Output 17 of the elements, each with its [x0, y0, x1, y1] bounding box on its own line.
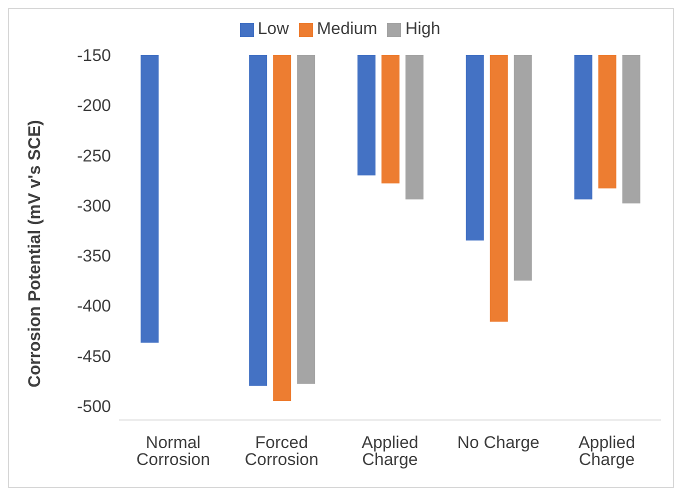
legend-label: High — [405, 19, 440, 38]
legend-label: Low — [258, 19, 289, 38]
x-tick-label: Applied Charge — [362, 433, 418, 470]
x-tick-label: Normal Corrosion — [136, 433, 210, 470]
y-tick-label: -250 — [76, 146, 111, 166]
y-tick-label: -350 — [76, 246, 111, 266]
y-tick-label: -300 — [76, 196, 111, 216]
y-tick-label: -200 — [76, 96, 111, 116]
y-axis-title: Corrosion Potential (mV v's SCE) — [25, 120, 44, 388]
y-tick-label: -500 — [76, 396, 111, 416]
y-tick-label: -400 — [76, 296, 111, 316]
x-tick-label: No Charge — [457, 433, 540, 452]
x-tick-label: Applied Charge — [578, 433, 636, 470]
x-tick-label: Forced Corrosion — [244, 433, 318, 470]
y-tick-label: -450 — [76, 346, 111, 366]
legend-label: Medium — [316, 19, 378, 38]
y-tick-label: -150 — [76, 46, 111, 66]
